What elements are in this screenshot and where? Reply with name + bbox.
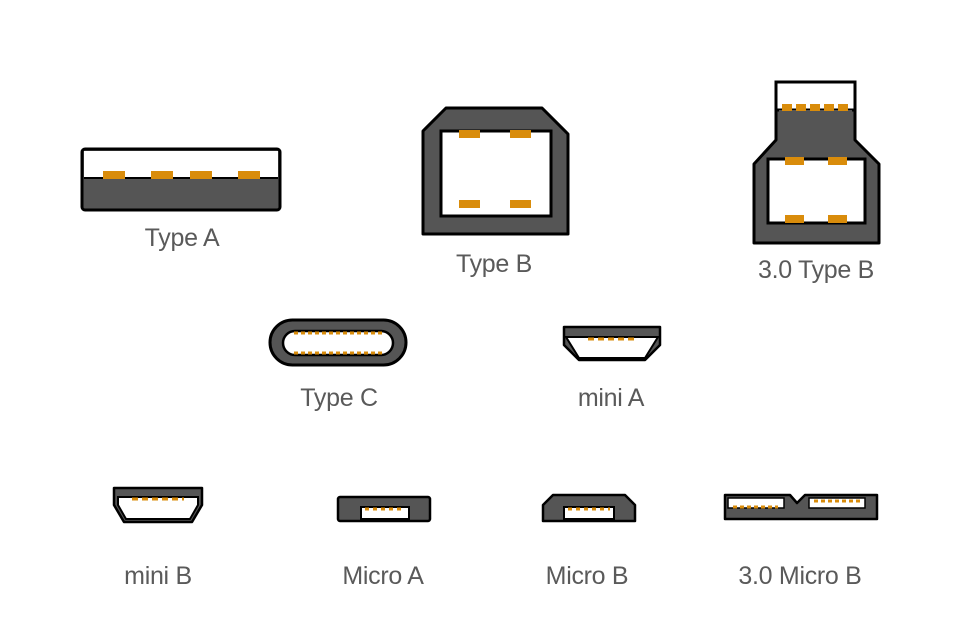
connector-label: Type B	[455, 250, 533, 278]
connector-label: 3.0 Micro B	[738, 562, 862, 590]
connector-label: 3.0 Type B	[757, 256, 875, 284]
connector-label: Micro B	[545, 562, 629, 590]
connector-label: Type C	[300, 384, 378, 412]
connector-label: Micro A	[342, 562, 424, 590]
connector-label: mini A	[577, 384, 645, 412]
connector-label: mini B	[124, 562, 192, 590]
connector-label: Type A	[144, 224, 220, 252]
